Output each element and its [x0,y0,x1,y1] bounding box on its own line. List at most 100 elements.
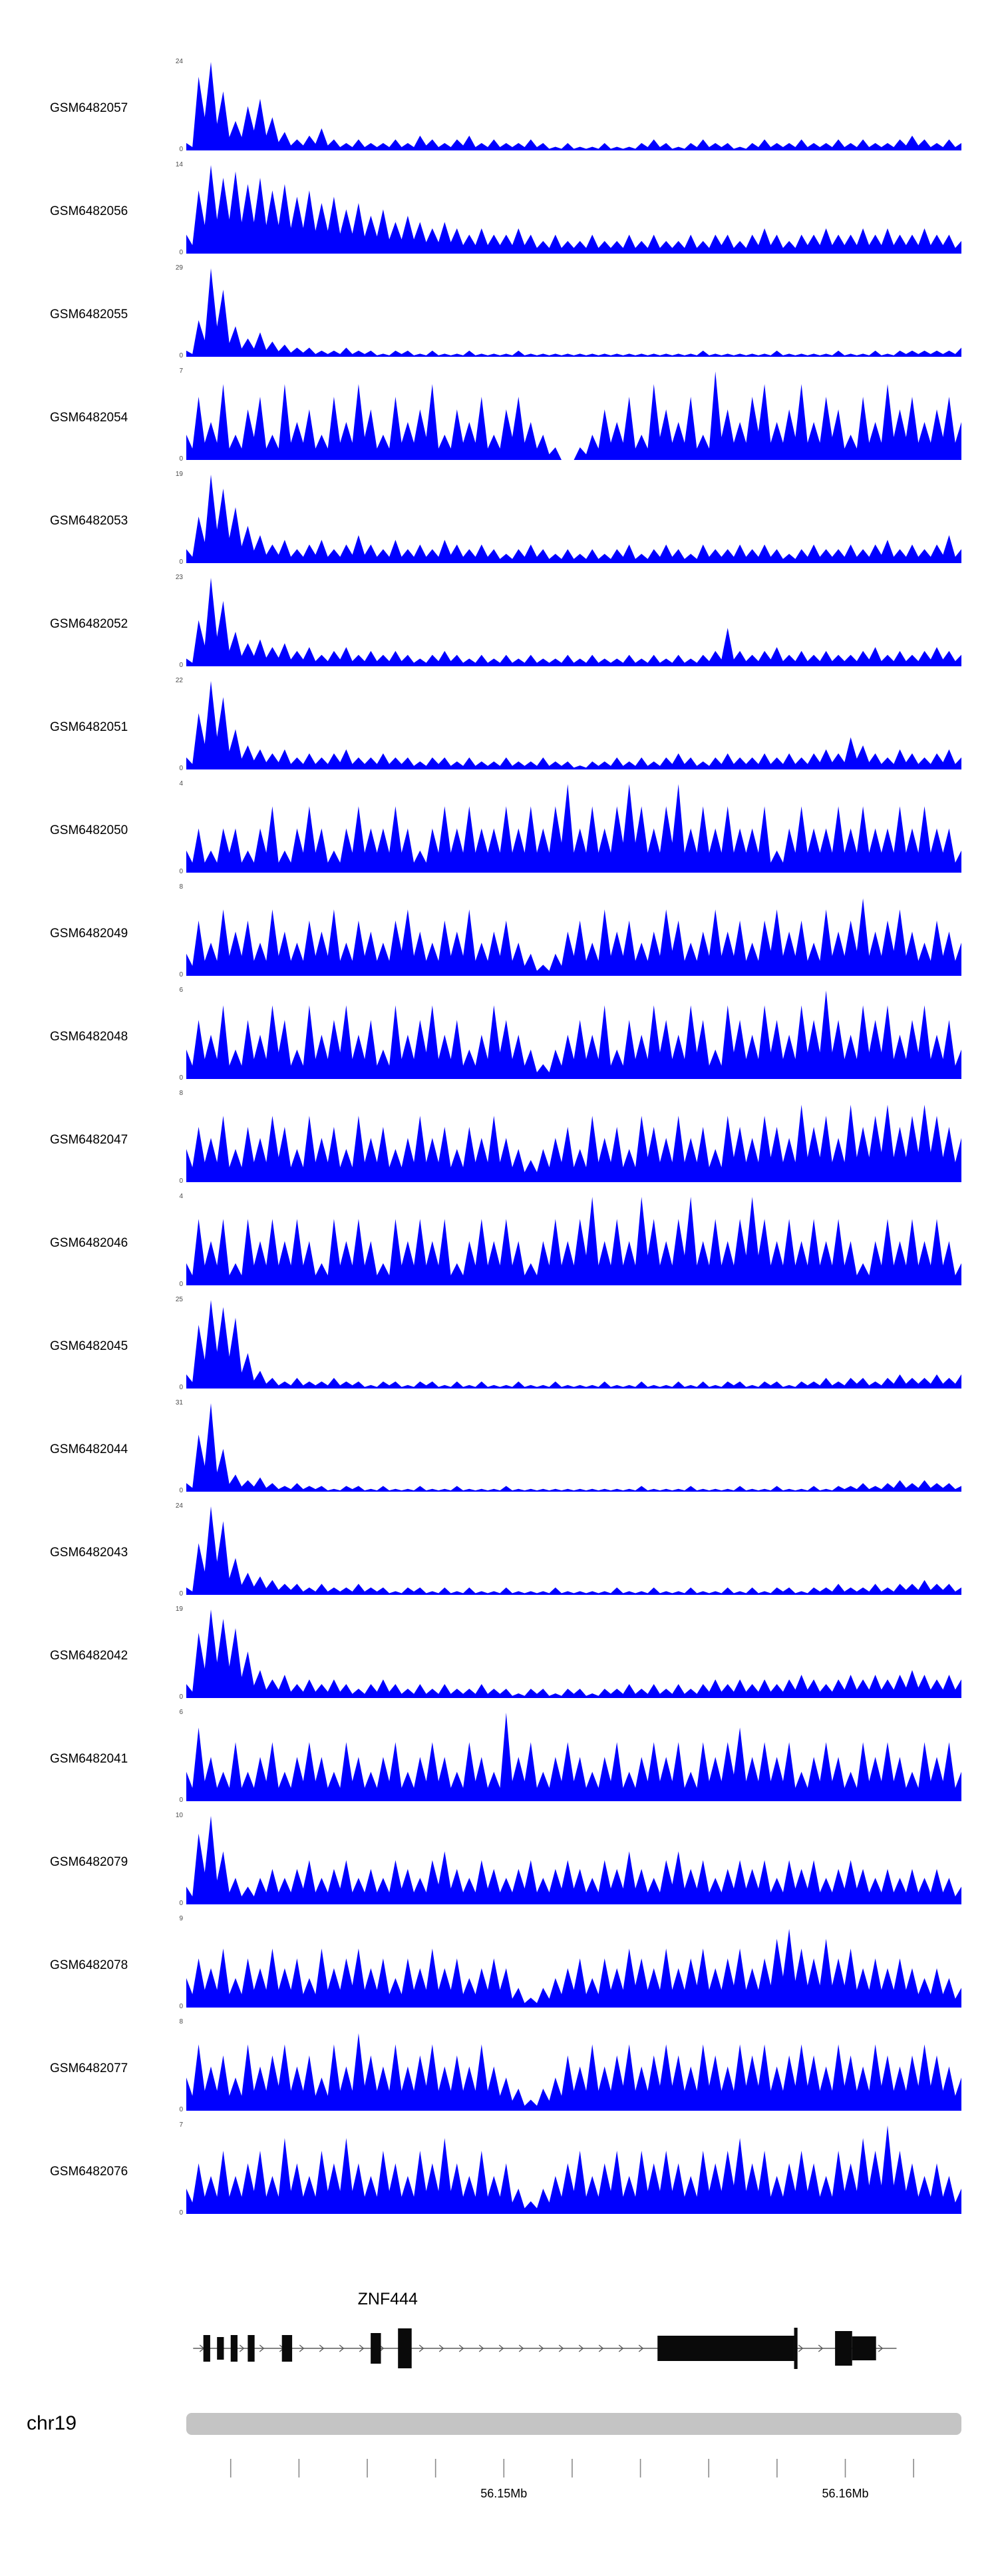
coverage-area [186,1816,961,1904]
track-ymax-label: 6 [179,986,183,994]
coverage-area [186,165,961,254]
track-ymax-label: 23 [175,574,183,581]
track-label: GSM6482078 [50,1958,128,1972]
strand-arrow-icon [438,2344,444,2352]
track-ymax-label: 7 [179,2121,183,2129]
strand-arrow-icon [418,2344,424,2352]
strand-arrow-icon [798,2344,804,2352]
coverage-area [186,1300,961,1389]
strand-arrow-icon [818,2344,824,2352]
coverage-area [186,784,961,873]
track-label: GSM6482076 [50,2164,128,2179]
coverage-track-row: GSM6482043 24 0 [0,1501,998,1604]
axis-tick-label: 56.15Mb [480,2487,528,2500]
track-label: GSM6482053 [50,513,128,528]
coverage-plot [186,578,961,666]
track-ymin-label: 0 [179,2003,183,2010]
track-ymin-label: 0 [179,1590,183,1598]
coverage-tracks: GSM6482057 24 0 GSM6482056 14 0 GSM6482055 29 0 G… [0,57,998,2223]
coverage-plot [186,898,961,976]
coverage-area [186,2125,961,2214]
track-ymin-label: 0 [179,2106,183,2113]
coverage-track-row: GSM6482078 9 0 [0,1914,998,2017]
track-label: GSM6482044 [50,1442,128,1456]
track-ymax-label: 4 [179,780,183,787]
track-ymin-label: 0 [179,249,183,256]
coverage-area [186,1610,961,1698]
strand-arrow-icon [558,2344,564,2352]
coverage-plot [186,1403,961,1492]
genome-axis [230,2459,914,2477]
track-ymax-label: 19 [175,1606,183,1613]
track-ymax-label: 7 [179,367,183,375]
strand-arrow-icon [638,2344,644,2352]
strand-arrow-icon [478,2344,484,2352]
track-label: GSM6482045 [50,1339,128,1353]
gene-exon [398,2328,412,2368]
coverage-track-row: GSM6482045 25 0 [0,1295,998,1398]
gene-name-label: ZNF444 [357,2290,418,2308]
coverage-plot [186,681,961,769]
track-ymin-label: 0 [179,1487,183,1494]
strand-arrow-icon [239,2344,245,2352]
track-label: GSM6482041 [50,1751,128,1766]
coverage-area [186,1403,961,1492]
gene-exon [835,2331,852,2366]
track-ymin-label: 0 [179,352,183,359]
coverage-track-row: GSM6482054 7 0 [0,366,998,469]
strand-arrow-icon [518,2344,524,2352]
track-ymin-label: 0 [179,971,183,978]
track-label: GSM6482042 [50,1648,128,1663]
coverage-plot [186,1104,961,1182]
track-label: GSM6482079 [50,1854,128,1869]
coverage-plot [186,2125,961,2214]
gene-exon [248,2335,255,2362]
coverage-area [186,990,961,1079]
coverage-area [186,681,961,769]
track-ymin-label: 0 [179,1693,183,1701]
chromosome-ideogram [186,2413,961,2435]
track-label: GSM6482048 [50,1029,128,1044]
strand-arrow-icon [458,2344,464,2352]
coverage-track-row: GSM6482050 4 0 [0,779,998,882]
track-label: GSM6482049 [50,926,128,941]
track-label: GSM6482050 [50,823,128,837]
coverage-track-row: GSM6482041 6 0 [0,1707,998,1811]
coverage-plot [186,475,961,563]
strand-arrow-icon [259,2344,265,2352]
track-ymin-label: 0 [179,1900,183,1907]
coverage-area [186,268,961,357]
track-ymin-label: 0 [179,765,183,772]
coverage-area [186,578,961,666]
track-ymax-label: 10 [175,1812,183,1819]
coverage-plot [186,165,961,254]
coverage-plot [186,1713,961,1801]
strand-arrow-icon [578,2344,584,2352]
track-ymin-label: 0 [179,868,183,875]
coverage-plot [186,784,961,873]
track-label: GSM6482056 [50,204,128,218]
coverage-track-row: GSM6482055 29 0 [0,263,998,366]
track-ymin-label: 0 [179,1797,183,1804]
track-label: GSM6482052 [50,616,128,631]
coverage-area [186,1104,961,1182]
coverage-track-row: GSM6482044 31 0 [0,1398,998,1501]
track-ymin-label: 0 [179,1384,183,1391]
coverage-plot [186,990,961,1079]
track-ymax-label: 8 [179,883,183,891]
strand-arrow-icon [498,2344,504,2352]
coverage-track-row: GSM6482048 6 0 [0,985,998,1088]
track-ymax-label: 9 [179,1915,183,1922]
track-ymin-label: 0 [179,1281,183,1288]
coverage-plot [186,1610,961,1698]
coverage-track-row: GSM6482079 10 0 [0,1811,998,1914]
track-ymax-label: 19 [175,471,183,478]
chromosome-label: chr19 [27,2412,77,2434]
track-ymax-label: 6 [179,1709,183,1716]
coverage-area [186,1928,961,2008]
track-ymax-label: 8 [179,2018,183,2026]
coverage-track-row: GSM6482047 8 0 [0,1088,998,1191]
coverage-area [186,1713,961,1801]
strand-arrow-icon [598,2344,604,2352]
